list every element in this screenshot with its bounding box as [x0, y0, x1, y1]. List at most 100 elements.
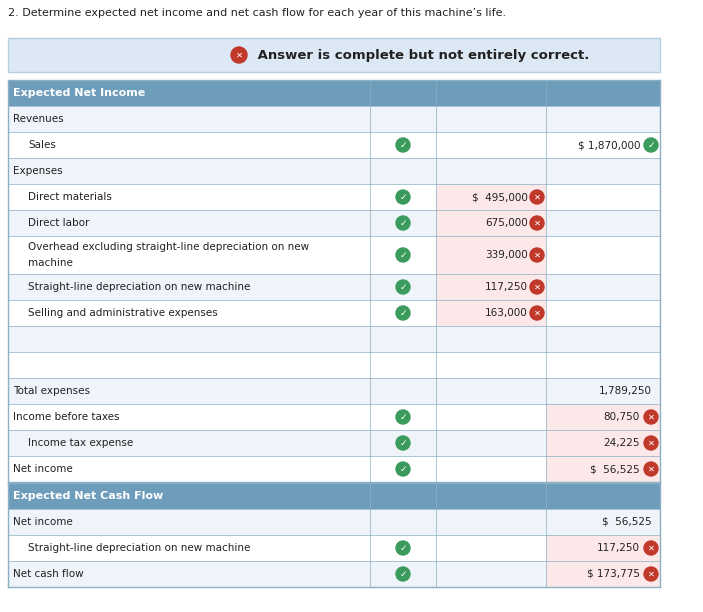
- Bar: [546, 404, 660, 430]
- Text: $ 173,775: $ 173,775: [587, 569, 640, 579]
- Text: ✓: ✓: [399, 570, 407, 578]
- Bar: [436, 274, 546, 300]
- Text: ✓: ✓: [399, 250, 407, 259]
- Bar: [436, 300, 546, 326]
- Bar: [8, 274, 660, 300]
- Text: Income before taxes: Income before taxes: [13, 412, 120, 422]
- Text: Straight-line depreciation on new machine: Straight-line depreciation on new machin…: [28, 282, 250, 292]
- Circle shape: [530, 280, 544, 294]
- Text: Sales: Sales: [28, 140, 56, 150]
- Text: Straight-line depreciation on new machine: Straight-line depreciation on new machin…: [28, 543, 250, 553]
- Text: Expected Net Cash Flow: Expected Net Cash Flow: [13, 491, 163, 501]
- Bar: [8, 430, 660, 456]
- Text: ✕: ✕: [534, 308, 541, 318]
- Circle shape: [644, 462, 658, 476]
- Circle shape: [530, 248, 544, 262]
- Circle shape: [644, 567, 658, 581]
- Bar: [8, 300, 660, 326]
- Bar: [8, 561, 660, 587]
- Text: ✓: ✓: [399, 283, 407, 291]
- Text: Direct materials: Direct materials: [28, 192, 112, 202]
- Bar: [8, 132, 660, 158]
- Text: $  56,525: $ 56,525: [602, 517, 652, 527]
- Text: Total expenses: Total expenses: [13, 386, 90, 396]
- Text: 117,250: 117,250: [485, 282, 528, 292]
- Text: 117,250: 117,250: [597, 543, 640, 553]
- Bar: [436, 236, 546, 274]
- Circle shape: [644, 138, 658, 152]
- Circle shape: [530, 216, 544, 230]
- Text: ✕: ✕: [236, 51, 243, 59]
- Circle shape: [396, 306, 410, 320]
- Circle shape: [644, 410, 658, 424]
- Text: Revenues: Revenues: [13, 114, 64, 124]
- Text: ✕: ✕: [647, 439, 654, 447]
- Text: ✕: ✕: [647, 465, 654, 474]
- Text: $  495,000: $ 495,000: [472, 192, 528, 202]
- Circle shape: [396, 410, 410, 424]
- Text: 675,000: 675,000: [485, 218, 528, 228]
- Text: ✕: ✕: [534, 283, 541, 291]
- Text: ✕: ✕: [534, 193, 541, 201]
- Circle shape: [396, 216, 410, 230]
- Circle shape: [396, 248, 410, 262]
- Text: ✓: ✓: [399, 439, 407, 447]
- Circle shape: [396, 567, 410, 581]
- Circle shape: [644, 541, 658, 555]
- Bar: [8, 184, 660, 210]
- Text: 80,750: 80,750: [604, 412, 640, 422]
- Text: $ 1,870,000: $ 1,870,000: [577, 140, 640, 150]
- Text: ✕: ✕: [647, 412, 654, 422]
- Text: ✓: ✓: [399, 543, 407, 553]
- Bar: [8, 378, 660, 404]
- Bar: [546, 535, 660, 561]
- Bar: [8, 352, 660, 378]
- Text: machine: machine: [28, 258, 73, 268]
- Bar: [8, 483, 660, 509]
- Bar: [436, 210, 546, 236]
- Text: ✕: ✕: [534, 218, 541, 228]
- Text: ✓: ✓: [647, 141, 654, 149]
- Text: Selling and administrative expenses: Selling and administrative expenses: [28, 308, 218, 318]
- Text: ✓: ✓: [399, 308, 407, 318]
- Text: Overhead excluding straight-line depreciation on new: Overhead excluding straight-line depreci…: [28, 242, 309, 252]
- Text: ✕: ✕: [647, 543, 654, 553]
- Bar: [8, 38, 660, 72]
- Bar: [8, 210, 660, 236]
- Bar: [8, 158, 660, 184]
- Circle shape: [396, 190, 410, 204]
- Bar: [8, 236, 660, 274]
- Bar: [8, 80, 660, 106]
- Bar: [8, 106, 660, 132]
- Circle shape: [396, 280, 410, 294]
- Bar: [546, 456, 660, 482]
- Bar: [8, 326, 660, 352]
- Circle shape: [396, 541, 410, 555]
- Text: 339,000: 339,000: [485, 250, 528, 260]
- Circle shape: [231, 47, 247, 63]
- Bar: [8, 456, 660, 482]
- Text: $  56,525: $ 56,525: [591, 464, 640, 474]
- Bar: [546, 561, 660, 587]
- Text: ✓: ✓: [399, 218, 407, 228]
- Text: 24,225: 24,225: [603, 438, 640, 448]
- Text: ✕: ✕: [647, 570, 654, 578]
- Circle shape: [396, 436, 410, 450]
- Bar: [546, 430, 660, 456]
- Text: Direct labor: Direct labor: [28, 218, 89, 228]
- Text: Net cash flow: Net cash flow: [13, 569, 84, 579]
- Bar: [8, 509, 660, 535]
- Text: Income tax expense: Income tax expense: [28, 438, 134, 448]
- Bar: [8, 404, 660, 430]
- Text: ✓: ✓: [399, 141, 407, 149]
- Text: Expenses: Expenses: [13, 166, 63, 176]
- Circle shape: [644, 436, 658, 450]
- Circle shape: [530, 190, 544, 204]
- Text: Net income: Net income: [13, 464, 72, 474]
- Text: 163,000: 163,000: [485, 308, 528, 318]
- Text: 2. Determine expected net income and net cash flow for each year of this machine: 2. Determine expected net income and net…: [8, 8, 506, 18]
- Text: Answer is complete but not entirely correct.: Answer is complete but not entirely corr…: [253, 48, 589, 61]
- Text: ✓: ✓: [399, 465, 407, 474]
- Circle shape: [396, 462, 410, 476]
- Bar: [8, 535, 660, 561]
